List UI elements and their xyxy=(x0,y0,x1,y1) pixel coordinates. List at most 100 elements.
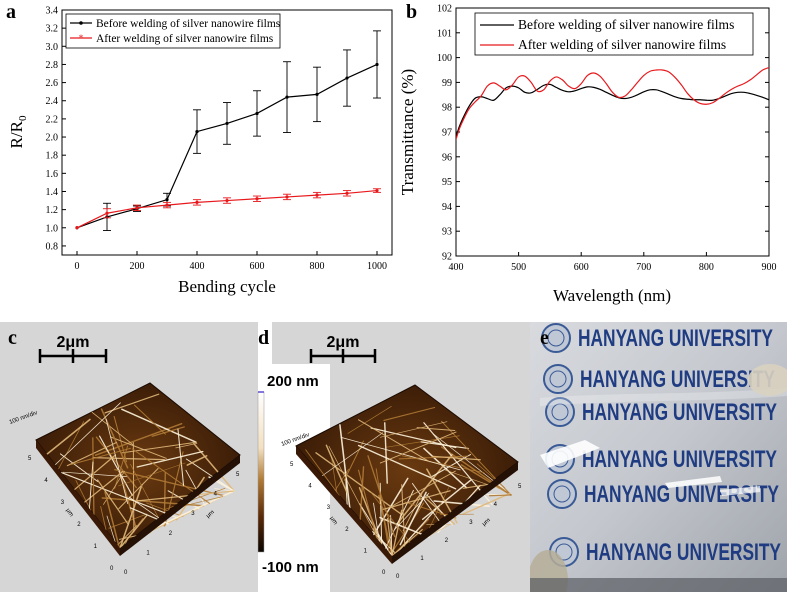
nanowire xyxy=(118,467,159,510)
nanowire xyxy=(110,436,167,459)
nanowire xyxy=(444,469,509,492)
nanowire xyxy=(379,421,448,438)
nanowire xyxy=(83,470,124,503)
panel-e-text-line: HANYANG UNIVERSITY xyxy=(586,539,781,566)
panel-c-surface-side xyxy=(36,440,120,556)
panel-c-left-tick: 1 xyxy=(94,544,98,550)
panel-a-y-tick-label: 0.8 xyxy=(46,241,59,252)
panel-a-y-tick-label: 3.4 xyxy=(46,6,59,17)
panel-a-point xyxy=(225,198,229,203)
panel-b-legend: Before welding of silver nanowire films … xyxy=(474,12,754,56)
panel-a-y-tick-label: 2.8 xyxy=(46,60,59,71)
panel-a-y-tick-label: 2.0 xyxy=(46,133,59,144)
panel-a-chart: a 0.8 1.0 1.2 1.4 1.6 1.8 2.0 2.2 2.4 2.6 2.8 3.0 3.… xyxy=(6,1,393,296)
panel-a-point xyxy=(195,200,199,204)
nanowire xyxy=(382,490,451,510)
panel-b-y-tick-label: 92 xyxy=(442,252,452,263)
panel-c-left-tick: 5 xyxy=(28,456,32,462)
colorbar-top-label: 200 nm xyxy=(267,373,319,390)
panel-d-scale-bar: 2μm xyxy=(309,334,377,363)
panel-b-y-tick-label: 93 xyxy=(442,227,452,238)
nanowire xyxy=(321,432,383,477)
panel-a-point xyxy=(165,203,169,207)
panel-d-right-tick: 1 xyxy=(420,556,424,562)
nanowire xyxy=(118,462,186,487)
nanowire xyxy=(423,447,468,489)
nanowire xyxy=(73,454,117,491)
panel-d-right-tick: 4 xyxy=(494,502,498,508)
panel-c-right-tick: 1 xyxy=(146,550,150,556)
panel-c-right-tick: 5 xyxy=(236,472,240,478)
panel-b-y-tick-label: 99 xyxy=(442,78,452,89)
panel-a-x-tick-label: 600 xyxy=(250,261,265,272)
panel-a-x-axis-title: Bending cycle xyxy=(178,277,276,296)
panel-a-legend-before: Before welding of silver nanowire films xyxy=(96,18,281,30)
nanowire xyxy=(177,428,185,486)
panel-b-x-tick-label: 600 xyxy=(574,262,589,273)
panel-a-point xyxy=(75,226,79,230)
panel-a-y-tick-label: 2.4 xyxy=(46,96,59,107)
nanowire xyxy=(58,421,85,470)
nanowire xyxy=(70,447,131,466)
nanowire xyxy=(431,455,481,461)
nanowire xyxy=(186,455,208,466)
nanowire xyxy=(136,450,204,468)
panel-c-left-tick: 2 xyxy=(77,522,81,528)
panel-a-point xyxy=(195,129,199,134)
panel-e-text-line: HANYANG UNIVERSITY xyxy=(580,366,775,393)
panel-c-right-axis-ticks: 0 1 2 3 4 5 xyxy=(124,472,240,576)
nanowire xyxy=(114,445,129,489)
colorbar: 200 nm -100 nm xyxy=(257,373,319,576)
nanowire xyxy=(398,455,469,460)
panel-e-text-line: HANYANG UNIVERSITY xyxy=(578,325,773,352)
nanowire xyxy=(379,431,457,464)
nanowire xyxy=(386,435,460,448)
nanowire xyxy=(488,494,512,497)
panel-a-point xyxy=(255,111,259,116)
panel-e-text-line: HANYANG UNIVERSITY xyxy=(582,399,777,426)
nanowire xyxy=(98,435,133,496)
panel-c-letter: c xyxy=(8,327,17,349)
panel-b-x-axis-title: Wavelength (nm) xyxy=(553,286,671,305)
panel-b-x-tick-label: 500 xyxy=(511,262,526,273)
panel-c-left-tick: 0 xyxy=(110,566,114,572)
panel-d-letter: d xyxy=(258,327,269,349)
panel-a-point xyxy=(285,195,289,199)
nanowire xyxy=(100,506,107,531)
nanowire xyxy=(386,518,393,557)
nanowire xyxy=(119,514,148,549)
panel-a-y-axis-title-sub: 0 xyxy=(17,115,29,121)
nanowire xyxy=(88,461,94,510)
panel-b-legend-box xyxy=(474,12,754,56)
nanowire xyxy=(401,484,406,550)
panel-a-y-tick-label: 3.2 xyxy=(46,24,59,35)
panel-a-y-tick-label: 2.6 xyxy=(46,78,59,89)
nanowire xyxy=(105,418,129,504)
nanowire xyxy=(130,463,162,524)
panel-e-seal-logo xyxy=(543,364,573,394)
panel-a-x-tick-label: 0 xyxy=(75,261,80,272)
panel-c-right-tick: 2 xyxy=(169,531,173,537)
nanowire xyxy=(185,469,206,506)
nanowire xyxy=(367,455,396,538)
panel-a-x-tick-label: 400 xyxy=(190,261,205,272)
nanowire xyxy=(384,422,388,484)
panel-b-y-tick-label: 95 xyxy=(442,177,452,188)
colorbar-gradient xyxy=(257,391,265,553)
panel-d-left-axis-title: μm xyxy=(328,516,338,526)
panel-a-x-ticks: 0 200 400 600 800 1000 xyxy=(75,251,387,272)
panel-e-seal-inner xyxy=(553,485,571,503)
nanowire xyxy=(95,436,137,489)
panel-e-film-edge xyxy=(540,388,787,406)
panel-a-y-tick-label: 1.0 xyxy=(46,223,59,234)
nanowire xyxy=(108,513,148,529)
panel-b-y-ticks: 92 93 94 95 96 97 98 99 100 101 102 xyxy=(437,4,769,263)
nanowire xyxy=(375,468,390,554)
nanowire xyxy=(60,471,178,519)
panel-b-x-tick-label: 700 xyxy=(636,262,651,273)
panel-b-y-tick-label: 96 xyxy=(442,152,452,163)
nanowire xyxy=(391,528,423,557)
panel-b-y-tick-label: 97 xyxy=(442,128,452,139)
nanowire xyxy=(135,490,235,502)
